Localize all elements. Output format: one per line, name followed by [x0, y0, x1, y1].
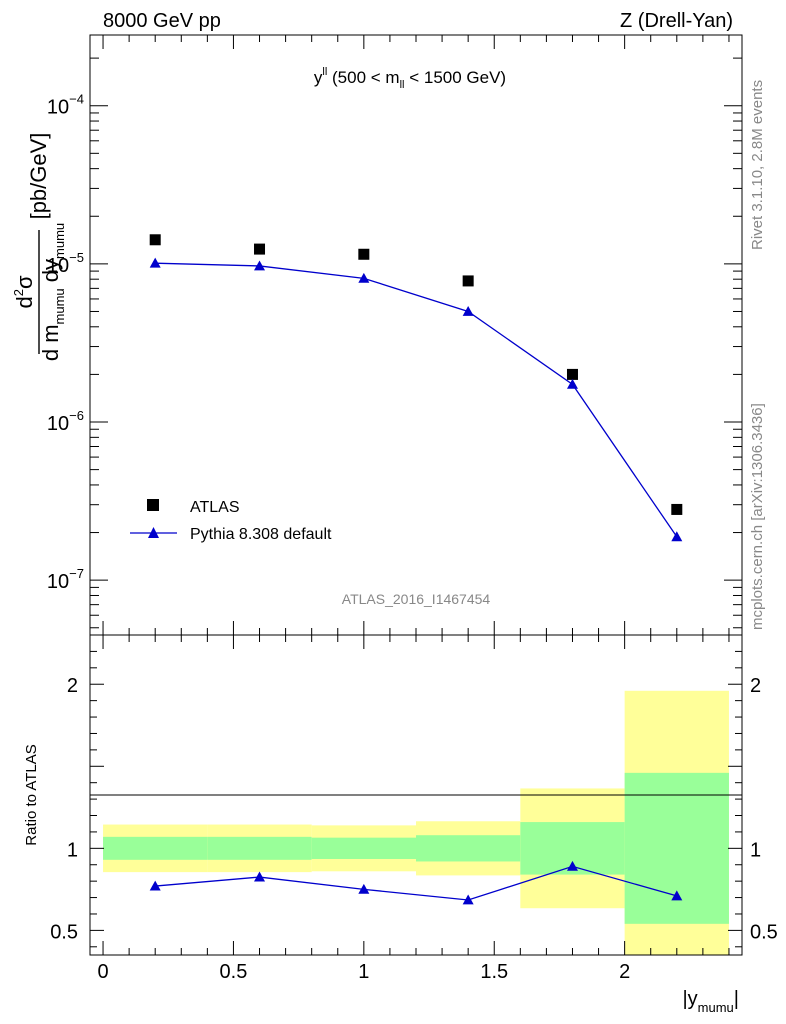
- atlas-point: [358, 248, 370, 260]
- ratio-y-tick-label-right: 0.5: [750, 921, 778, 943]
- ratio-axis-ticks: [90, 635, 742, 955]
- legend: ATLAS Pythia 8.308 default: [130, 499, 332, 543]
- y-tick-label: 10−6: [47, 408, 84, 435]
- pythia-point: [358, 272, 370, 283]
- atlas-point: [671, 503, 683, 515]
- ratio-y-tick-label: 0.5: [50, 921, 78, 943]
- x-tick-label: 0.5: [220, 961, 248, 983]
- x-axis-label: |ymumu|: [682, 988, 739, 1015]
- legend-atlas-marker: [147, 499, 159, 511]
- x-tick-label: 1: [358, 961, 369, 983]
- ratio-data-layer: [149, 860, 683, 905]
- ratio-pythia-point: [462, 894, 474, 905]
- legend-pythia-label: Pythia 8.308 default: [190, 526, 332, 543]
- ratio-pythia-point: [149, 880, 161, 891]
- legend-atlas-label: ATLAS: [190, 499, 240, 516]
- header-left: 8000 GeV pp: [103, 10, 221, 32]
- ratio-pythia-point: [358, 883, 370, 894]
- y-label-unit: [pb/GeV]: [26, 133, 51, 220]
- ratio-pythia-point: [254, 871, 266, 882]
- header-right: Z (Drell-Yan): [620, 10, 733, 32]
- x-tick-label: 2: [619, 961, 630, 983]
- ratio-y-tick-label-right: 1: [750, 839, 761, 861]
- main-panel-frame: [89, 34, 743, 636]
- pythia-point: [254, 260, 266, 271]
- atlas-point: [149, 234, 161, 246]
- ratio-tick-labels: 0 0.5 1 1.5 2 0.5 0.5 1 1 2 2: [50, 675, 778, 983]
- ratio-y-tick-label: 2: [67, 675, 78, 697]
- inner-band: [311, 837, 416, 859]
- ratio-pythia-point: [671, 890, 683, 901]
- ratio-y-tick-label-right: 2: [750, 675, 761, 697]
- analysis-id: ATLAS_2016_I1467454: [342, 591, 491, 607]
- y-tick-label: 10−4: [47, 92, 84, 119]
- mcplots-reference-text: mcplots.cern.ch [arXiv:1306.3436]: [749, 403, 766, 630]
- ratio-pythia-point: [566, 860, 578, 871]
- ratio-y-axis-label: Ratio to ATLAS: [23, 744, 40, 845]
- atlas-point: [566, 368, 578, 380]
- ratio-pythia-line: [155, 865, 677, 901]
- main-data-layer: [149, 234, 683, 542]
- inner-band: [416, 835, 521, 862]
- atlas-point: [462, 275, 474, 287]
- main-y-tick-labels: 10−4 10−5 10−6 10−7: [47, 92, 84, 593]
- y-tick-label: 10−5: [47, 250, 84, 277]
- pythia-point: [149, 257, 161, 268]
- x-tick-label: 0: [97, 961, 108, 983]
- x-tick-label: 1.5: [480, 961, 508, 983]
- rivet-version-text: Rivet 3.1.10, 2.8M events: [749, 80, 766, 250]
- y-label-numerator: d2σ: [11, 275, 37, 308]
- inner-band: [103, 836, 208, 860]
- y-label-denominator: d mmumu dymumu: [38, 223, 67, 361]
- atlas-point: [254, 243, 266, 255]
- inner-band: [207, 836, 312, 860]
- main-title: yll (500 < mll < 1500 GeV): [314, 66, 506, 91]
- legend-pythia-marker: [148, 527, 159, 538]
- pythia-point: [566, 378, 578, 389]
- pythia-point: [462, 305, 474, 316]
- main-y-axis-label: d2σ d mmumu dymumu [pb/GeV]: [11, 133, 67, 362]
- ratio-y-tick-label: 1: [67, 839, 78, 861]
- ratio-uncertainty-bands: [103, 690, 729, 955]
- y-tick-label: 10−7: [47, 566, 84, 593]
- main-axis-ticks: [90, 35, 742, 635]
- pythia-line: [155, 262, 678, 538]
- pythia-point: [671, 531, 683, 542]
